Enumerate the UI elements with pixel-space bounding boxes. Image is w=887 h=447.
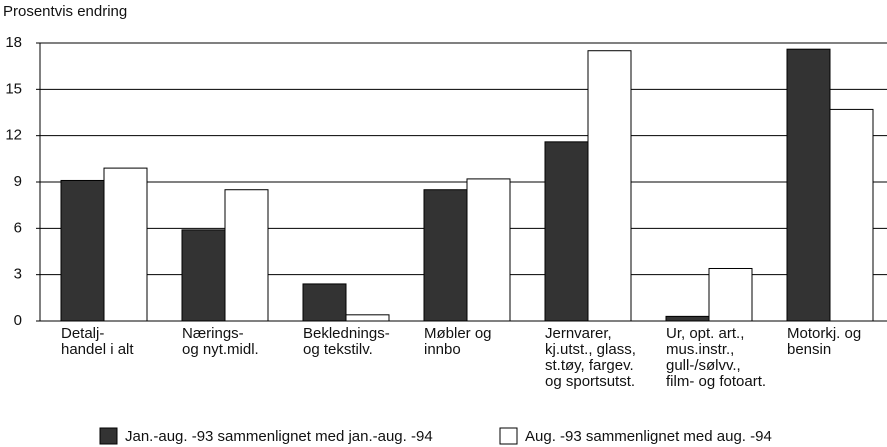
bar — [587, 50, 632, 322]
y-tick-label: 15 — [5, 80, 22, 97]
x-tick-label: Detalj- handel i alt — [61, 325, 134, 358]
bar — [345, 314, 390, 322]
bar — [829, 108, 874, 322]
bar — [466, 178, 511, 322]
x-tick-label: Motorkj. og bensin — [787, 325, 862, 358]
bar — [302, 283, 347, 322]
bar — [544, 141, 589, 322]
y-tick-label: 9 — [14, 173, 22, 190]
y-tick-label: 18 — [5, 34, 22, 51]
y-tick-label: 12 — [5, 127, 22, 144]
bar — [423, 189, 468, 322]
chart-title: Prosentvis endring — [3, 3, 127, 20]
legend-swatch — [99, 427, 118, 445]
bar — [103, 167, 148, 322]
bar — [786, 48, 831, 322]
bar — [665, 315, 710, 322]
legend-swatch — [499, 427, 518, 445]
legend-label: Jan.-aug. -93 sammenlignet med jan.-aug.… — [125, 428, 433, 445]
y-tick-label: 6 — [14, 219, 22, 236]
bar — [708, 267, 753, 322]
bar — [60, 179, 105, 322]
y-tick-label: 3 — [14, 266, 22, 283]
x-tick-label: Jernvarer, kj.utst., glass, st.tøy, farg… — [545, 325, 636, 390]
x-tick-label: Møbler og innbo — [424, 325, 492, 358]
x-tick-label: Nærings- og nyt.midl. — [182, 325, 259, 358]
x-tick-label: Beklednings- og tekstilv. — [303, 325, 390, 358]
legend-label: Aug. -93 sammenlignet med aug. -94 — [525, 428, 772, 445]
x-tick-label: Ur, opt. art., mus.instr., gull-/sølvv.,… — [666, 325, 767, 390]
bar — [181, 229, 226, 322]
bar — [224, 189, 269, 322]
y-tick-label: 0 — [14, 312, 22, 329]
